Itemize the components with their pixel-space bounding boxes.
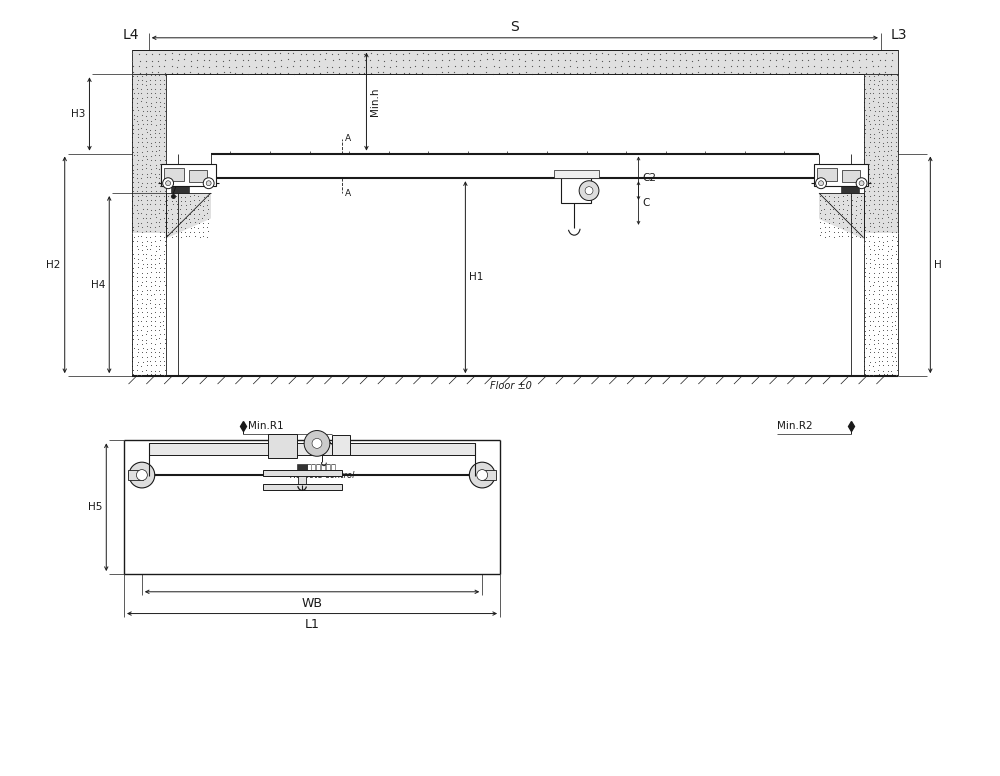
Text: Remote control: Remote control [290,470,354,480]
Circle shape [163,178,174,189]
Circle shape [585,187,593,195]
Bar [841,186,859,193]
Text: 地面无线遥控: 地面无线遥控 [307,463,337,473]
Bar [166,193,211,218]
Text: H1: H1 [469,272,484,282]
Circle shape [469,462,495,488]
Text: Floor ±0: Floor ±0 [490,381,532,391]
Text: H2: H2 [46,260,61,270]
Text: L1: L1 [305,618,319,632]
Bar [263,470,342,476]
Text: WB: WB [302,597,323,610]
Bar [149,443,475,456]
Text: Min.h: Min.h [370,88,380,116]
Circle shape [816,178,826,189]
Text: H3: H3 [71,109,85,119]
Bar [189,171,207,182]
Text: L4: L4 [122,28,139,42]
Bar [297,464,307,470]
Text: RAIL: RAIL [846,175,865,184]
Bar [268,434,297,459]
Circle shape [819,181,823,185]
Text: A: A [345,189,351,198]
Bar [561,178,591,203]
Bar [554,171,599,178]
Circle shape [203,178,214,189]
Bar [161,165,216,186]
Text: H4: H4 [91,279,105,289]
Bar [481,470,496,480]
Bar [332,435,350,456]
Circle shape [129,462,155,488]
Circle shape [304,431,330,456]
Bar [298,476,306,484]
Circle shape [856,178,867,189]
Polygon shape [166,218,211,237]
Text: S: S [510,20,519,34]
Bar [819,193,864,218]
Bar [864,74,898,233]
Text: H: H [934,260,942,270]
Text: C2: C2 [642,173,656,183]
Text: Min.R1: Min.R1 [248,421,283,431]
Text: L3: L3 [891,28,907,42]
Polygon shape [819,218,864,237]
Circle shape [206,181,211,185]
Text: H5: H5 [88,502,102,512]
Bar [132,50,898,74]
Bar [814,165,868,186]
Bar [842,171,860,182]
Bar [171,186,189,193]
Circle shape [477,469,488,480]
Bar [132,74,166,233]
Bar [164,168,184,182]
Text: A: A [345,134,351,144]
Bar [817,168,837,182]
Text: Min.R2: Min.R2 [777,421,813,431]
Text: C: C [642,198,650,208]
Circle shape [579,181,599,200]
Circle shape [312,438,322,449]
Circle shape [136,469,147,480]
Bar [263,484,342,490]
Bar [128,470,143,480]
Circle shape [166,181,171,185]
Circle shape [859,181,864,185]
